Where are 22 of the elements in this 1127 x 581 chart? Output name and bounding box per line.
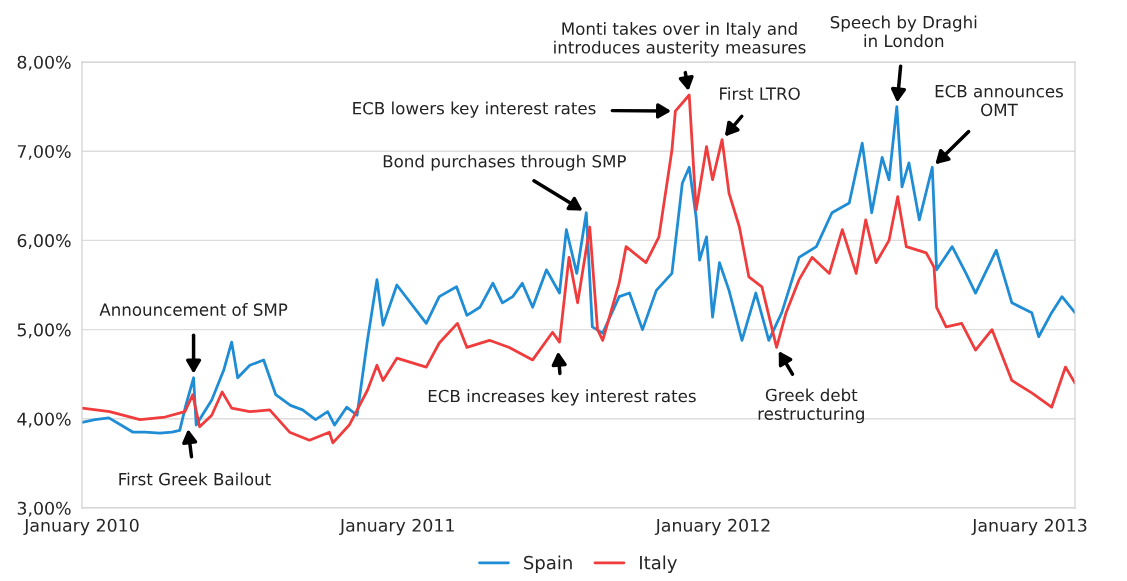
- legend-label: Italy: [640, 555, 677, 573]
- y-tick-label: 5,00%: [17, 323, 71, 339]
- annotation: Bond purchases through SMP: [383, 154, 626, 171]
- x-tick-label: January 2012: [654, 518, 770, 536]
- y-tick-label: 6,00%: [17, 234, 71, 250]
- annotation: ECB announces OMT: [935, 84, 1063, 117]
- annotation: First LTRO: [720, 87, 800, 100]
- x-tick-label: January 2011: [339, 518, 454, 536]
- y-tick-label: 3,00%: [17, 501, 71, 517]
- y-tick-label: 8,00%: [17, 55, 71, 71]
- annotation: ECB lowers key interest rates: [353, 101, 596, 118]
- annotation: Announcement of SMP: [99, 303, 288, 316]
- annotation: Speech by Draghi in London: [830, 15, 977, 48]
- annotation: Greek debt restructuring: [758, 388, 864, 424]
- y-tick-label: 4,00%: [17, 412, 71, 428]
- annotation: ECB increases key interest rates: [428, 389, 696, 406]
- x-tick-label: January 2013: [971, 518, 1087, 536]
- legend-label: Spain: [524, 555, 572, 573]
- x-tick-label: January 2010: [23, 518, 139, 536]
- annotation: Monti takes over in Italy and introduces austerity measures: [554, 22, 806, 57]
- y-tick-label: 7,00%: [17, 144, 71, 160]
- annotation: First Greek Bailout: [119, 472, 271, 486]
